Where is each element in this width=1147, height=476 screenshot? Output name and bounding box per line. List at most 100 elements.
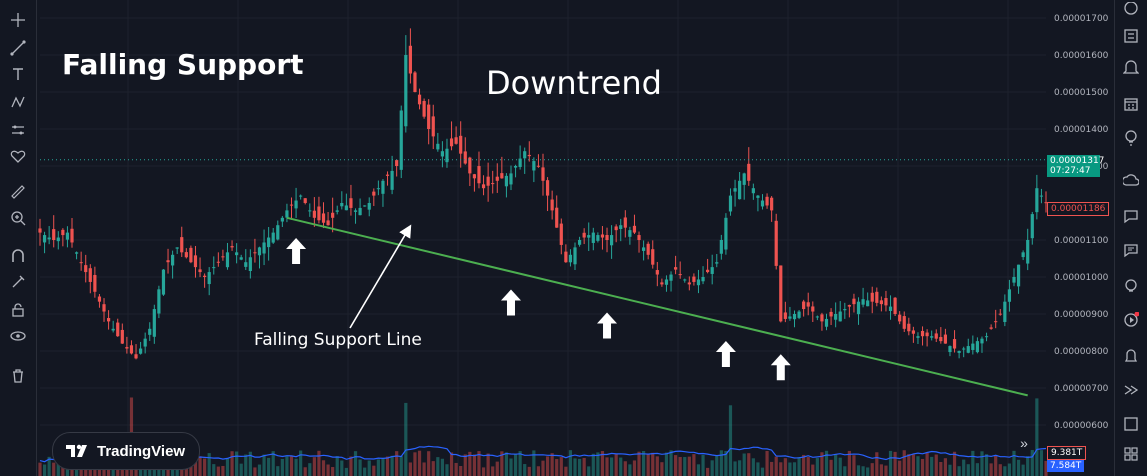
candle-body (678, 274, 682, 276)
trend-line-icon[interactable] (8, 38, 28, 58)
candle-body (481, 184, 486, 189)
trash-icon[interactable] (8, 366, 28, 386)
candle-body (262, 242, 266, 254)
candle-body (513, 166, 518, 168)
volume-bar (811, 464, 815, 476)
candle-body (184, 252, 188, 258)
candle-body (148, 328, 152, 335)
volume-bar (56, 463, 60, 476)
settings-icon[interactable] (1121, 444, 1141, 464)
prediction-icon[interactable] (8, 120, 28, 140)
messages-icon[interactable] (1121, 240, 1141, 260)
candle-body (884, 298, 888, 306)
bell-icon[interactable] (1121, 346, 1141, 366)
volume-bar (806, 456, 810, 476)
candle-body (998, 313, 1002, 315)
tradingview-logo[interactable]: TradingView (52, 432, 200, 470)
candle-body (422, 100, 426, 117)
crosshair-icon[interactable] (8, 10, 28, 30)
candle-body (792, 314, 797, 320)
eye-icon[interactable] (8, 326, 28, 346)
candle-body (358, 207, 362, 216)
candle-body (381, 180, 385, 194)
price-tick-label: 0.00001000 (1054, 273, 1109, 283)
zoom-icon[interactable] (8, 208, 28, 228)
candle-body (193, 255, 198, 268)
chart-annotation-support-line-label: Falling Support Line (254, 330, 422, 350)
volume-bar (815, 458, 819, 476)
scroll-to-realtime-button[interactable]: » (1020, 435, 1028, 451)
candle-body (765, 196, 769, 206)
candle-body (1012, 277, 1016, 283)
text-icon[interactable] (8, 64, 28, 84)
volume-bar (299, 450, 303, 476)
ruler-icon[interactable] (8, 182, 28, 202)
clock-icon[interactable] (1121, 0, 1141, 20)
heart-icon[interactable] (8, 146, 28, 166)
layout-icon[interactable] (1121, 414, 1141, 434)
candle-body (486, 176, 490, 186)
candle-body (436, 143, 440, 150)
live-icon[interactable] (1121, 310, 1141, 330)
volume-bar (545, 456, 550, 476)
support-touch-arrow-icon (770, 354, 791, 381)
volume-bar (637, 451, 641, 476)
magnet-icon[interactable] (8, 246, 28, 266)
volume-bar (312, 457, 316, 476)
candle-body (600, 234, 605, 238)
volume-bar (230, 451, 234, 476)
volume-bar (399, 456, 403, 476)
candle-body (975, 341, 980, 353)
stream-icon[interactable] (1121, 172, 1141, 192)
drawing-toolbar (0, 0, 37, 476)
volume-bar (706, 467, 710, 476)
alert-icon[interactable] (1121, 58, 1141, 78)
calendar-icon[interactable] (1121, 94, 1141, 114)
volume-bar (385, 456, 390, 476)
replay-icon[interactable] (1121, 380, 1141, 400)
candle-body (523, 151, 527, 159)
volume-bar (802, 454, 806, 476)
volume-bar (824, 450, 829, 476)
candle-body (335, 210, 339, 212)
volume-bar (692, 454, 696, 476)
candle-body (651, 249, 655, 265)
candle-body (907, 323, 911, 332)
tradingview-logo-icon (66, 444, 87, 457)
notifications-icon[interactable] (1121, 276, 1141, 296)
price-tick-label: 0.00000800 (1054, 347, 1109, 357)
volume-bar (486, 453, 490, 476)
volume-bar (715, 455, 719, 476)
volume-bar (834, 454, 838, 476)
volume-bar (253, 467, 257, 476)
candle-body (577, 240, 582, 245)
price-tick-label: 0.00001700 (1054, 14, 1109, 24)
candle-body (427, 104, 431, 129)
falling-support-line[interactable] (286, 216, 1028, 397)
chat-icon[interactable] (1121, 206, 1141, 226)
candle-body (189, 247, 193, 263)
ideas-icon[interactable] (1121, 128, 1141, 148)
watchlist-icon[interactable] (1121, 26, 1141, 46)
draw-lock-icon[interactable] (8, 272, 28, 292)
candle-body (619, 225, 623, 230)
lock-icon[interactable] (8, 300, 28, 320)
volume-bar (957, 466, 961, 476)
volume-bar (628, 464, 632, 476)
candle-body (1026, 240, 1030, 264)
candle-body (157, 289, 161, 314)
candle-body (724, 217, 728, 250)
volume-bar (962, 459, 966, 476)
volume-bar (783, 458, 787, 476)
pattern-icon[interactable] (8, 92, 28, 112)
candle-body (395, 160, 399, 166)
candle-body (47, 237, 51, 240)
volume-bar (1016, 459, 1021, 476)
candle-body (198, 269, 202, 273)
candle-body (527, 154, 531, 157)
volume-bar (171, 466, 175, 476)
volume-bar (838, 457, 842, 476)
candle-body (545, 180, 550, 196)
candle-body (459, 135, 463, 154)
candle-body (728, 195, 733, 212)
